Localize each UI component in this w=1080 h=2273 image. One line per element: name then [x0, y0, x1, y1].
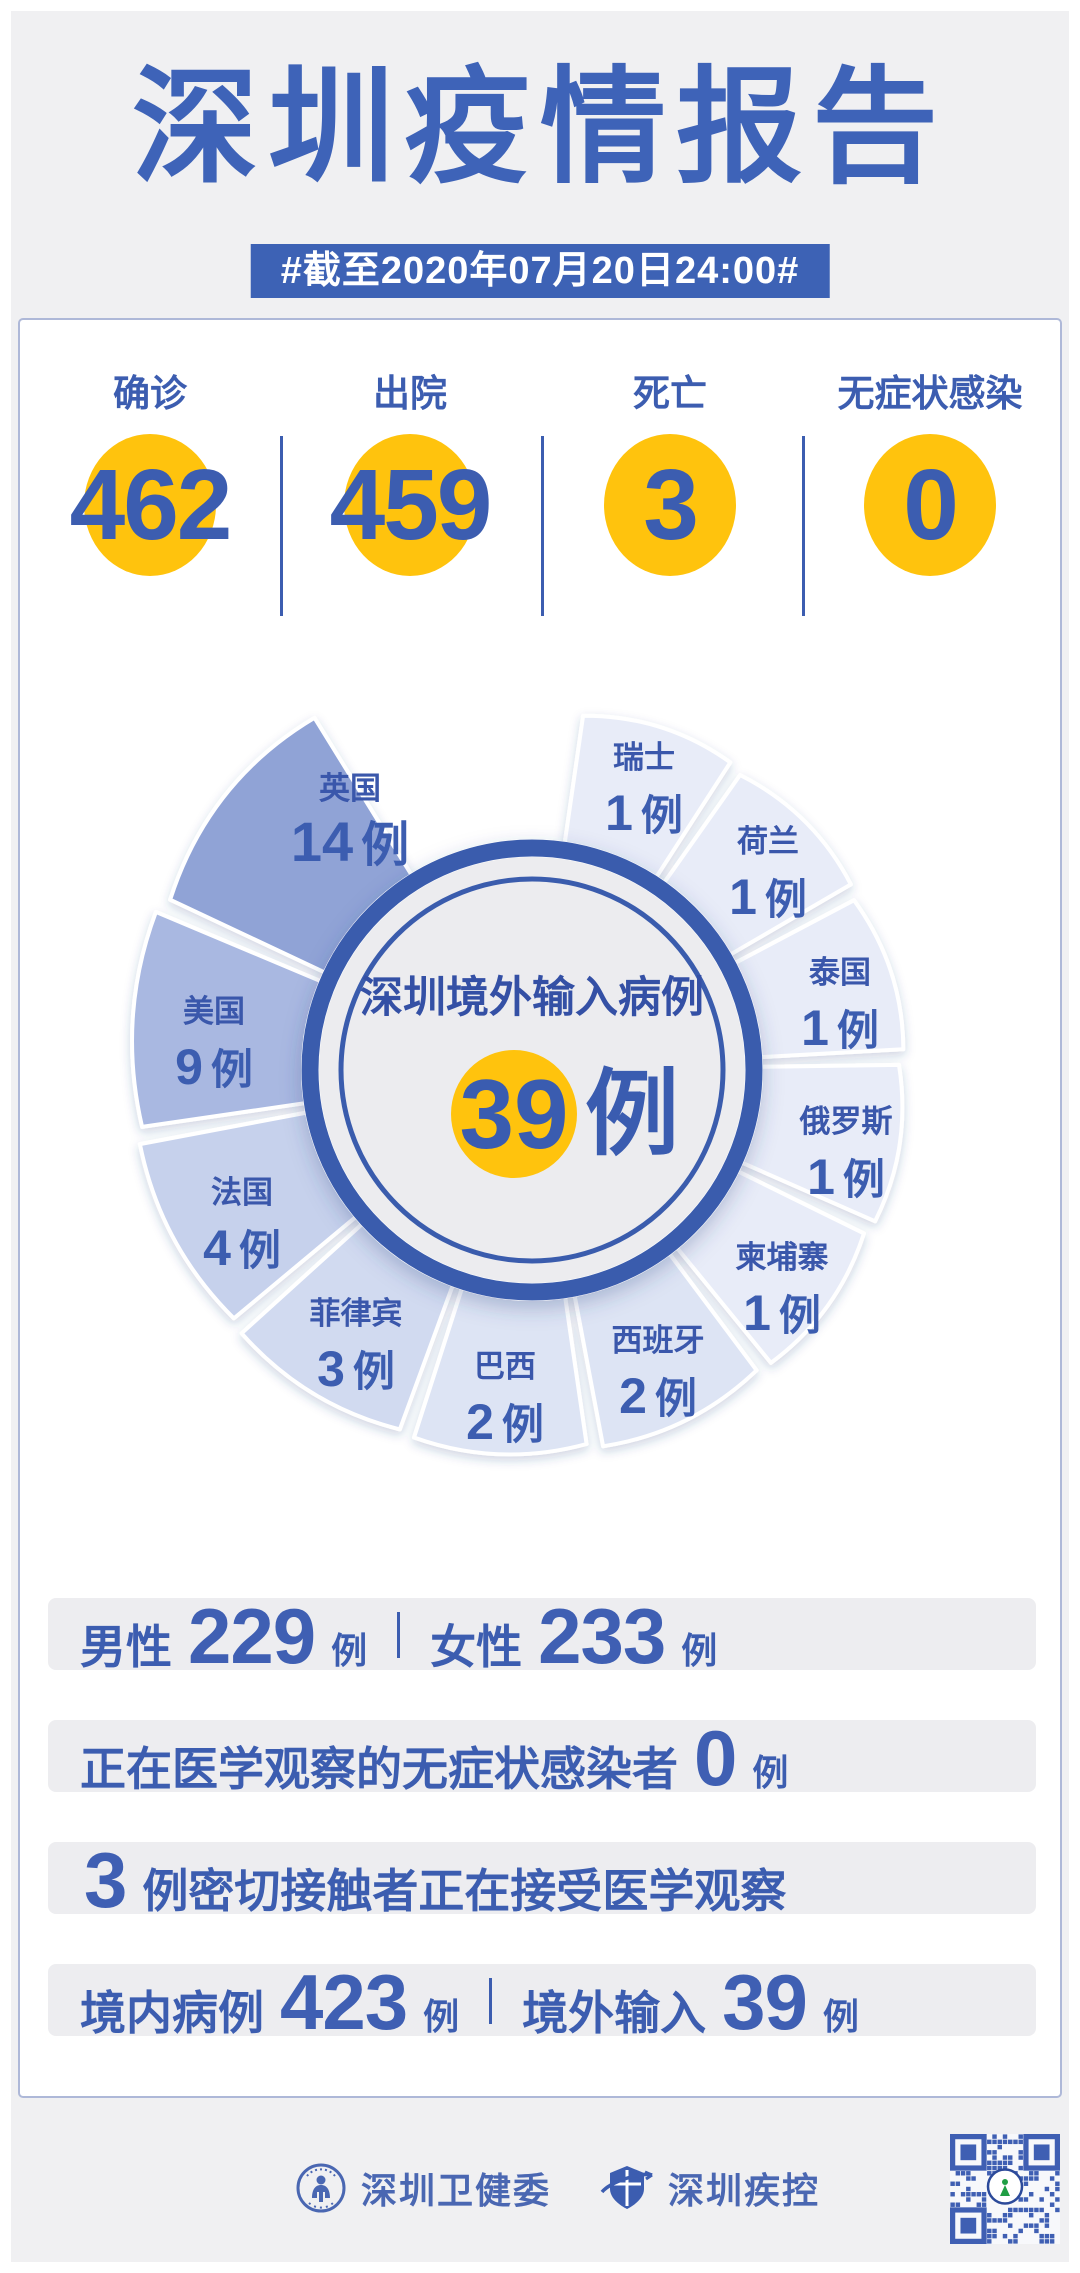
health-commission-seal-icon: [296, 2163, 346, 2213]
petal-country-label: 泰国: [809, 955, 871, 990]
stat-value: 3: [643, 448, 699, 561]
row-label: 女性: [430, 1621, 523, 1673]
stat-value-badge: 462: [70, 434, 232, 576]
chart-title: 深圳境外输入病例: [360, 974, 704, 1022]
rose-petals: [130, 713, 906, 1457]
stat-divider: [802, 436, 805, 616]
petal-country-label: 法国: [211, 1175, 273, 1210]
key-stats-section: 确诊 462 出院 459 死亡 3 无症状感染 0: [20, 368, 1060, 616]
rose-petal-4: [727, 1062, 905, 1224]
petal-country-label: 英国: [319, 771, 381, 806]
row-num: 3: [84, 1836, 127, 1924]
row-unit: 例: [331, 1630, 368, 1671]
petal-country-label: 西班牙: [612, 1323, 705, 1358]
row-unit: 例: [752, 1752, 789, 1793]
report-card: 确诊 462 出院 459 死亡 3 无症状感染 0 瑞士 1 例荷兰 1 例泰国 1 例俄罗斯 1 例柬埔寨…: [18, 318, 1062, 2098]
row-divider: [397, 1612, 401, 1658]
stat-value: 459: [329, 448, 493, 561]
qr-code: [950, 2134, 1060, 2244]
row-label: 例密切接触者正在接受医学观察: [142, 1865, 787, 1917]
rose-petal-1: [560, 713, 733, 891]
row-num: 229: [188, 1592, 316, 1680]
stat-divider: [280, 436, 283, 616]
rose-petal-9: [137, 1108, 369, 1321]
rose-petal-6: [570, 1241, 759, 1449]
footer-org-shenzhen-health-commission: 深圳卫健委: [295, 2162, 551, 2214]
row-num: 233: [538, 1592, 666, 1680]
row-label: 境内病例: [80, 1987, 264, 2039]
row-num: 0: [694, 1714, 737, 1802]
petal-value-label: 14 例: [291, 810, 409, 873]
rose-petal-10: [130, 909, 335, 1129]
row-unit: 例: [423, 1996, 460, 2037]
row-label: 境外输入: [522, 1987, 707, 2039]
row-num: 423: [280, 1958, 408, 2046]
petal-country-label: 俄罗斯: [799, 1104, 893, 1139]
petal-country-label: 菲律宾: [310, 1296, 403, 1331]
org2-label: 深圳疾控: [668, 2170, 821, 2211]
row-unit: 例: [681, 1630, 718, 1671]
stat-2: 出院 459: [280, 368, 540, 598]
petal-country-label: 美国: [183, 994, 245, 1029]
stat-1: 确诊 462: [20, 368, 280, 598]
rose-petal-5: [666, 1163, 866, 1365]
petal-country-label: 荷兰: [737, 824, 799, 859]
row-unit: 例: [822, 1996, 859, 2037]
org1-label: 深圳卫健委: [361, 2170, 552, 2211]
report-date-banner: #截至2020年07月20日24:00#: [250, 244, 830, 298]
rose-petal-11: [168, 715, 421, 980]
summary-row-2: 正在医学观察的无症状感染者 0 例: [48, 1714, 1036, 1802]
stat-label: 确诊: [113, 373, 187, 414]
cdc-shield-icon: [600, 2166, 653, 2209]
stat-3: 死亡 3: [540, 368, 800, 598]
summary-row-4: 境内病例 423 例 境外输入 39 例: [48, 1958, 1036, 2046]
stat-value: 0: [903, 448, 959, 561]
rose-petal-2: [654, 773, 853, 964]
row-num: 39: [722, 1958, 808, 2046]
chart-center: 深圳境外输入病例 39 例: [301, 839, 763, 1301]
row-label: 正在医学观察的无症状感染者: [80, 1743, 678, 1795]
summary-row-3: 3 例密切接触者正在接受医学观察: [48, 1836, 1036, 1924]
petal-country-label: 柬埔寨: [736, 1240, 829, 1275]
rose-petal-8: [239, 1213, 460, 1432]
stat-value-badge: 459: [330, 434, 492, 576]
stat-label: 无症状感染: [837, 373, 1023, 414]
rose-petal-3: [721, 898, 906, 1060]
page-title: 深圳疫情报告: [132, 57, 948, 198]
chart-total-value: 39: [459, 1059, 568, 1169]
stat-value-badge: 3: [604, 434, 736, 576]
stat-value-badge: 0: [864, 434, 996, 576]
stat-label: 死亡: [633, 373, 707, 414]
stat-4: 无症状感染 0: [800, 368, 1060, 598]
row-label: 男性: [80, 1621, 172, 1673]
footer-org-shenzhen-cdc: 深圳疾控: [600, 2162, 820, 2214]
petal-country-label: 巴西: [474, 1349, 536, 1384]
stat-value: 462: [69, 448, 233, 561]
rose-petal-7: [412, 1273, 589, 1457]
stat-divider: [541, 436, 544, 616]
petal-country-label: 瑞士: [613, 740, 675, 775]
chart-total-badge: [451, 1050, 577, 1178]
chart-total-unit: 例: [585, 1061, 679, 1166]
stat-label: 出院: [373, 373, 447, 414]
row-divider: [489, 1978, 493, 2024]
summary-row-1: 男性 229 例 女性 233 例: [48, 1592, 1036, 1680]
